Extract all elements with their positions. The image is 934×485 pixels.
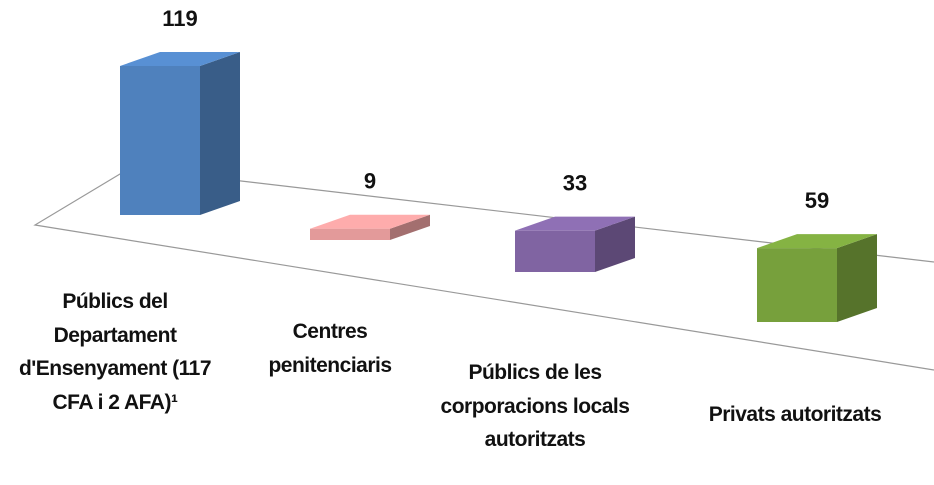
bar-top bbox=[120, 52, 240, 66]
bar bbox=[120, 52, 240, 215]
bar bbox=[515, 216, 635, 272]
value-label: 33 bbox=[563, 171, 587, 196]
category-label: Públics de les corporacions locals autor… bbox=[440, 361, 630, 452]
value-label: 119 bbox=[162, 6, 198, 31]
bar bbox=[310, 214, 430, 240]
bar-front bbox=[120, 66, 200, 215]
bar-side bbox=[200, 52, 240, 215]
floor-front-edge bbox=[33, 167, 934, 371]
bar-side bbox=[390, 214, 430, 240]
bar-top bbox=[310, 214, 430, 229]
bar-front bbox=[757, 248, 837, 322]
bar-side bbox=[595, 216, 635, 272]
bar-front bbox=[515, 230, 595, 272]
bar-side bbox=[837, 234, 877, 322]
bar-front bbox=[310, 228, 390, 240]
bar-top bbox=[515, 216, 635, 231]
bar-top bbox=[757, 234, 877, 249]
value-label: 9 bbox=[364, 169, 376, 194]
category-label: Centres penitenciaris bbox=[268, 320, 392, 377]
value-label: 59 bbox=[805, 188, 829, 213]
category-label: Públics del Departament d'Ensenyament (1… bbox=[18, 290, 212, 414]
bar bbox=[757, 234, 877, 322]
category-label: Privats autoritzats bbox=[708, 403, 882, 426]
